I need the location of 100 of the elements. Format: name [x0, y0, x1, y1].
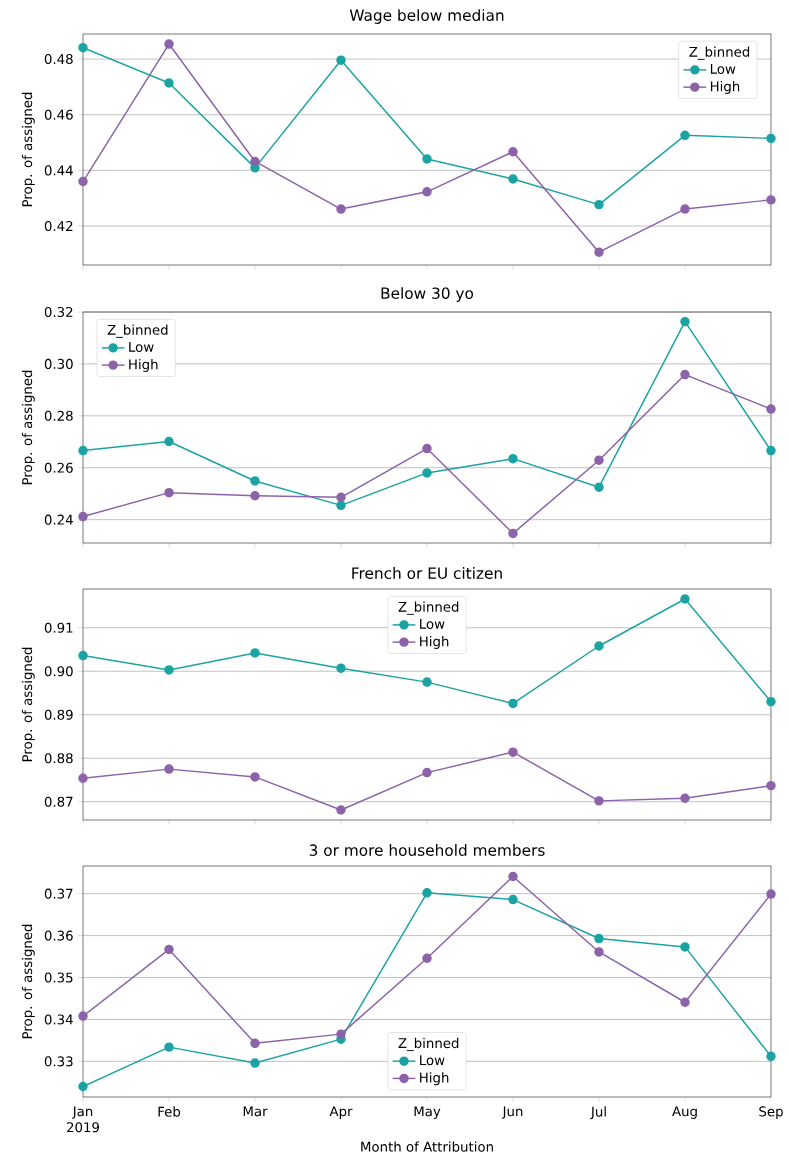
- point: [78, 1081, 88, 1092]
- point: [78, 42, 88, 53]
- point: [164, 487, 174, 498]
- point: [594, 247, 604, 257]
- y-axis-title: Prop. of assigned: [21, 92, 35, 207]
- point: [164, 944, 174, 955]
- y-tick-label: 0.87: [44, 796, 73, 807]
- point: [680, 997, 690, 1007]
- y-axis-title: Prop. of assigned: [21, 370, 35, 485]
- legend-title: Z_binned: [689, 46, 750, 60]
- point: [164, 78, 174, 88]
- point: [766, 404, 776, 414]
- y-tick-label: 0.89: [44, 709, 73, 720]
- point: [164, 764, 174, 774]
- point: [250, 476, 260, 486]
- x-axis-title: Month of Attribution: [361, 1141, 493, 1152]
- legend-label: Low: [710, 64, 736, 74]
- y-tick-label: 0.48: [44, 54, 73, 65]
- point: [680, 594, 690, 604]
- y-tick-label: 0.28: [44, 410, 73, 421]
- point: [680, 369, 690, 380]
- point: [422, 677, 432, 687]
- y-axis-title: Prop. of assigned: [21, 924, 35, 1039]
- point: [594, 796, 604, 806]
- point: [78, 176, 88, 187]
- point: [766, 195, 776, 205]
- y-tick-label: 0.33: [44, 1056, 73, 1067]
- chart-title: 3 or more household members: [309, 844, 545, 856]
- chart-title: French or EU citizen: [352, 567, 502, 579]
- x-tick-label: Aug: [672, 1106, 697, 1119]
- point: [508, 894, 518, 905]
- legend-title: Z_binned: [398, 601, 459, 615]
- point: [508, 174, 518, 184]
- y-tick-label: 0.91: [44, 622, 73, 633]
- point: [508, 698, 518, 709]
- y-tick-label: 0.24: [44, 514, 73, 525]
- x-tick-label: Sep: [759, 1106, 783, 1120]
- point: [250, 491, 260, 501]
- point: [508, 147, 518, 157]
- x-tick-label: Apr: [329, 1106, 353, 1119]
- point: [336, 204, 346, 214]
- y-tick-label: 0.88: [44, 753, 73, 764]
- point: [422, 154, 432, 164]
- legend-label: High: [420, 636, 449, 649]
- point: [766, 133, 776, 144]
- point: [594, 641, 604, 651]
- point: [766, 889, 776, 899]
- point: [336, 500, 346, 511]
- point: [250, 1038, 260, 1049]
- x-tick-label: May: [414, 1106, 441, 1119]
- point: [164, 1042, 174, 1052]
- point: [336, 805, 346, 815]
- point: [250, 156, 260, 167]
- x-tick-label: Jun: [501, 1106, 523, 1119]
- legend-label: Low: [129, 342, 154, 352]
- legend-title: Z_binned: [398, 1037, 459, 1052]
- point: [766, 780, 776, 791]
- point: [422, 187, 432, 197]
- point: [508, 747, 518, 757]
- point: [508, 871, 518, 882]
- y-tick-label: 0.37: [44, 888, 73, 899]
- point: [594, 933, 604, 944]
- point: [164, 436, 174, 447]
- point: [336, 1029, 346, 1039]
- point: [78, 511, 88, 522]
- point: [680, 942, 690, 952]
- legend-label: Low: [420, 1055, 445, 1066]
- x-tick-label: Feb: [158, 1106, 181, 1117]
- y-tick-label: 0.26: [44, 462, 73, 473]
- point: [680, 793, 690, 803]
- chart-title: Below 30 yo: [381, 287, 474, 302]
- point: [766, 445, 776, 456]
- x-tick-label: Mar: [243, 1106, 268, 1117]
- point: [422, 888, 432, 898]
- y-axis-title: Prop. of assigned: [21, 647, 35, 762]
- point: [336, 492, 346, 503]
- point: [766, 696, 776, 707]
- point: [250, 648, 260, 658]
- y-tick-label: 0.36: [44, 930, 73, 941]
- point: [250, 772, 260, 782]
- y-tick-label: 0.44: [44, 165, 73, 176]
- chart-title: Wage below median: [349, 9, 504, 24]
- point: [78, 650, 88, 661]
- point: [422, 953, 432, 963]
- y-tick-label: 0.30: [44, 358, 73, 369]
- point: [336, 663, 346, 673]
- point: [336, 55, 346, 65]
- y-tick-label: 0.90: [44, 666, 73, 677]
- y-tick-label: 0.34: [44, 1014, 73, 1025]
- point: [680, 316, 690, 327]
- point: [164, 39, 174, 49]
- point: [594, 455, 604, 465]
- point: [680, 204, 690, 214]
- point: [78, 773, 88, 783]
- point: [508, 453, 518, 464]
- y-tick-label: 0.42: [44, 220, 73, 232]
- point: [250, 1058, 260, 1068]
- legend-label: High: [710, 81, 740, 94]
- point: [508, 528, 518, 539]
- point: [594, 947, 604, 957]
